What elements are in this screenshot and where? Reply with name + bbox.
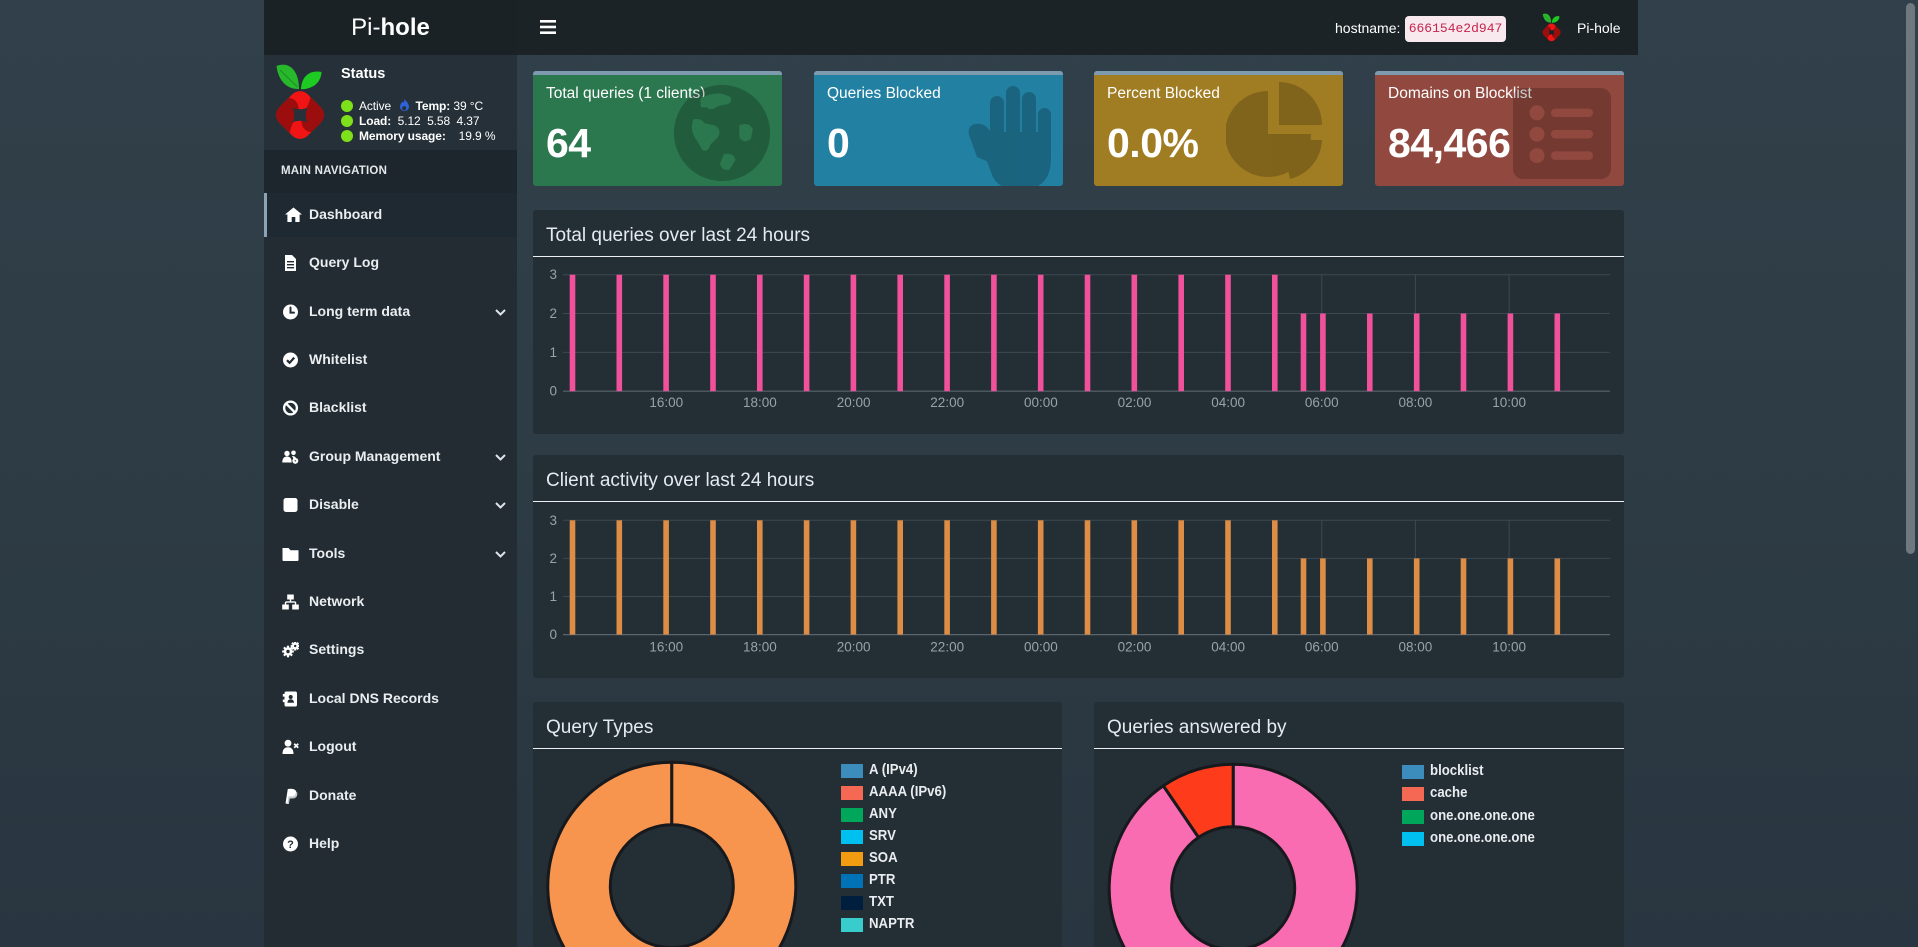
svg-text:20:00: 20:00 (837, 640, 871, 655)
svg-text:0: 0 (549, 384, 557, 399)
svg-text:10:00: 10:00 (1492, 640, 1526, 655)
svg-text:1: 1 (549, 589, 557, 604)
svg-text:10:00: 10:00 (1492, 395, 1526, 410)
svg-text:08:00: 08:00 (1399, 640, 1433, 655)
svg-text:22:00: 22:00 (930, 640, 964, 655)
svg-text:06:00: 06:00 (1305, 640, 1339, 655)
svg-text:16:00: 16:00 (649, 640, 683, 655)
svg-text:3: 3 (549, 267, 557, 282)
svg-text:3: 3 (549, 513, 557, 528)
svg-text:16:00: 16:00 (649, 395, 683, 410)
svg-text:1: 1 (549, 345, 557, 360)
svg-text:02:00: 02:00 (1118, 395, 1152, 410)
svg-text:22:00: 22:00 (930, 395, 964, 410)
svg-text:18:00: 18:00 (743, 395, 777, 410)
svg-text:2: 2 (549, 551, 557, 566)
svg-text:06:00: 06:00 (1305, 395, 1339, 410)
svg-text:2: 2 (549, 306, 557, 321)
svg-text:00:00: 00:00 (1024, 640, 1058, 655)
svg-text:00:00: 00:00 (1024, 395, 1058, 410)
svg-text:?: ? (287, 839, 294, 851)
svg-text:04:00: 04:00 (1211, 395, 1245, 410)
svg-text:0: 0 (549, 627, 557, 642)
svg-text:04:00: 04:00 (1211, 640, 1245, 655)
svg-text:08:00: 08:00 (1399, 395, 1433, 410)
svg-text:02:00: 02:00 (1118, 640, 1152, 655)
svg-text:18:00: 18:00 (743, 640, 777, 655)
svg-text:20:00: 20:00 (837, 395, 871, 410)
